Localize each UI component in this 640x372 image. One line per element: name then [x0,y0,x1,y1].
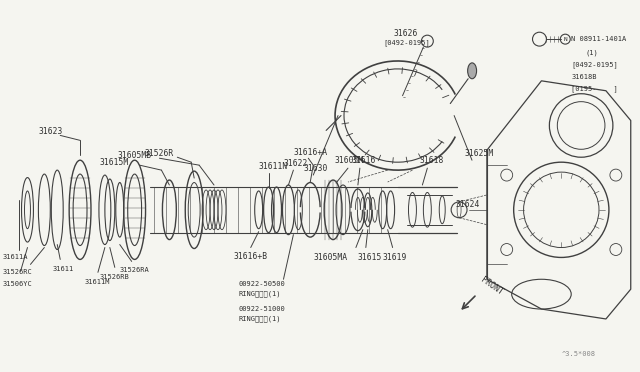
Text: 31626: 31626 [394,29,418,38]
Text: [0492-0195]: [0492-0195] [384,40,431,46]
Text: ^3.5*008: ^3.5*008 [561,351,595,357]
Text: 31615M: 31615M [100,158,129,167]
Text: 00922-51000: 00922-51000 [239,306,285,312]
Text: 31619: 31619 [383,253,407,262]
Text: 31605MB: 31605MB [118,151,152,160]
Text: 31616: 31616 [352,156,376,165]
Text: 31611M: 31611M [85,279,111,285]
Text: 31622: 31622 [284,159,308,168]
Text: 31625M: 31625M [464,149,493,158]
Ellipse shape [468,63,477,79]
Text: 31605M: 31605M [334,156,364,165]
Text: 31526RC: 31526RC [3,269,33,275]
Text: 31630: 31630 [303,164,328,173]
Text: 31615: 31615 [358,253,382,262]
Text: RINGリング(1): RINGリング(1) [239,316,282,322]
Text: 31605MA: 31605MA [313,253,348,262]
Text: 31506YC: 31506YC [3,281,33,287]
Text: (1): (1) [585,50,598,56]
Text: 31526RA: 31526RA [120,267,150,273]
Text: N 08911-1401A: N 08911-1401A [572,36,627,42]
Text: N: N [563,37,567,42]
Text: 31623: 31623 [38,127,63,136]
Text: 31618: 31618 [419,156,444,165]
Text: 00922-50500: 00922-50500 [239,281,285,287]
Text: [0492-0195]: [0492-0195] [572,62,618,68]
Text: 31616+A: 31616+A [293,148,328,157]
Text: 31526R: 31526R [145,149,174,158]
Text: 31624: 31624 [455,201,479,209]
Text: RINGリング(1): RINGリング(1) [239,291,282,298]
Text: FRONT: FRONT [479,275,504,297]
Text: 31611N: 31611N [259,162,288,171]
Text: 31526RB: 31526RB [100,274,130,280]
Text: [0195-    ]: [0195- ] [572,86,618,92]
Text: 31611A: 31611A [3,254,28,260]
Text: 31616+B: 31616+B [234,252,268,261]
Text: 31618B: 31618B [572,74,596,80]
Text: 31611: 31611 [52,266,74,272]
